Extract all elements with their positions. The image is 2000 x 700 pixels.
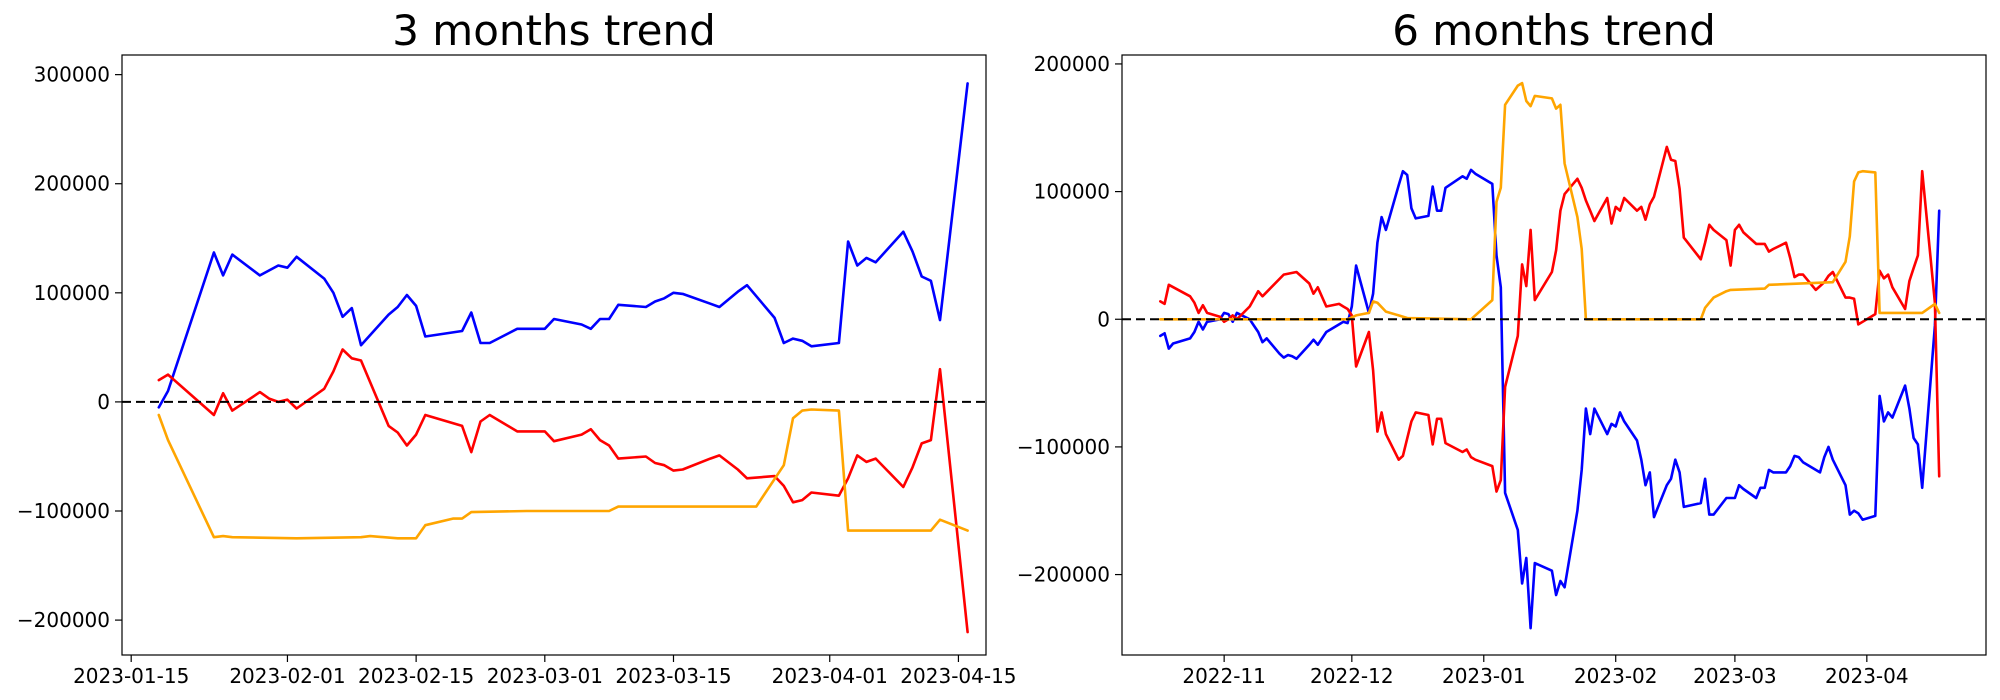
x-tick-label: 2022-11 — [1182, 664, 1266, 688]
x-tick-label: 2023-04 — [1825, 664, 1909, 688]
x-tick-label: 2023-02-01 — [229, 664, 345, 688]
axes-frame — [1121, 54, 1987, 656]
x-tick-label: 2023-01 — [1442, 664, 1526, 688]
x-tick-label: 2023-04-01 — [772, 664, 888, 688]
x-tick-label: 2023-03 — [1693, 664, 1777, 688]
series-line-0 — [1159, 168, 1941, 630]
x-tick-label: 2023-02-15 — [358, 664, 474, 688]
x-tick-label: 2022-12 — [1310, 664, 1394, 688]
y-tick-label: 200000 — [1034, 52, 1110, 76]
chart-title: 3 months trend — [392, 6, 716, 55]
chart-title: 6 months trend — [1392, 6, 1716, 55]
chart-6-months: 6 months trend 2022-11 2022-12 2023-01 2023… — [1017, 6, 1987, 688]
y-tick-label: 200000 — [34, 172, 110, 196]
y-tick-label: −100000 — [17, 499, 110, 523]
y-tick-label: 0 — [1097, 307, 1110, 331]
y-tick-label: 100000 — [1034, 180, 1110, 204]
y-tick-label: −200000 — [1017, 563, 1110, 587]
y-tick-label: −100000 — [1017, 435, 1110, 459]
x-tick-label: 2023-02 — [1574, 664, 1658, 688]
x-tick-label: 2023-01-15 — [73, 664, 189, 688]
y-tick-label: −200000 — [17, 608, 110, 632]
x-tick-label: 2023-04-15 — [900, 664, 1016, 688]
series-line-0 — [157, 82, 969, 409]
series-line-2 — [1159, 81, 1941, 321]
x-tick-label: 2023-03-01 — [487, 664, 603, 688]
plot-area — [122, 82, 986, 634]
axes-frame — [121, 54, 987, 656]
y-tick-label: 100000 — [34, 281, 110, 305]
series-line-1 — [1159, 145, 1941, 493]
chart-3-months: 3 months trend 2023-01-15 2023-02-01 2023-… — [17, 6, 1017, 688]
x-tick-label: 2023-03-15 — [615, 664, 731, 688]
y-tick-label: 0 — [97, 390, 110, 414]
series-line-2 — [157, 408, 969, 540]
plot-area — [1122, 81, 1986, 630]
y-tick-label: 300000 — [34, 63, 110, 87]
